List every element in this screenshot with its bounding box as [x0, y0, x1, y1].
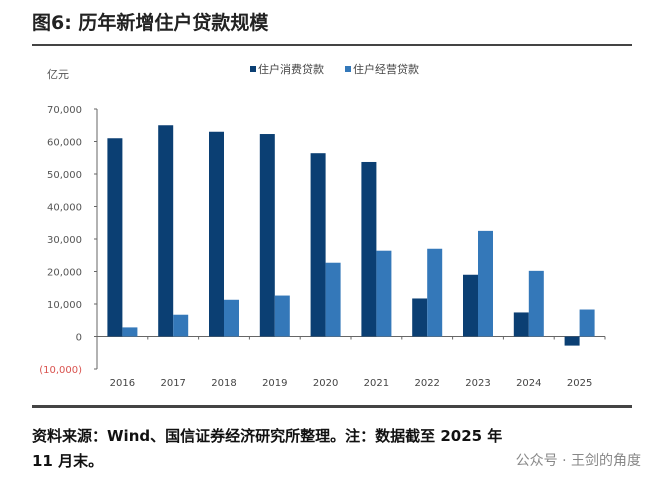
bar-business-loan-2021	[376, 250, 392, 337]
bar-consumer-loan-2024	[513, 312, 529, 337]
legend-label: 住户经营贷款	[353, 62, 419, 76]
y-tick-label: 0	[76, 333, 82, 344]
y-tick-label: 30,000	[47, 235, 82, 246]
legend-label: 住户消费贷款	[258, 62, 324, 76]
y-unit-label: 亿元	[47, 68, 69, 81]
bar-business-loan-2020	[325, 262, 341, 337]
bar-business-loan-2024	[528, 270, 544, 337]
y-tick-label: 60,000	[47, 138, 82, 149]
bar-consumer-loan-2016	[107, 138, 123, 337]
bar-business-loan-2016	[122, 327, 138, 337]
bar-business-loan-2019	[274, 295, 290, 337]
x-tick-label: 2020	[313, 378, 338, 389]
bar-chart: 亿元 70,000 60,000 50,000 40,000 30,000 20,000 10…	[39, 62, 606, 389]
source-note: 资料来源：Wind、国信证券经济研究所整理。注：数据截至 2025 年	[32, 427, 503, 445]
x-tick-label: 2021	[364, 378, 389, 389]
legend-swatch	[250, 66, 256, 72]
bar-consumer-loan-2021	[361, 161, 377, 337]
x-tick-label: 2024	[516, 378, 541, 389]
bar-business-loan-2018	[224, 299, 239, 337]
y-tick-label: 70,000	[47, 105, 82, 116]
bar-consumer-loan-2022	[412, 298, 428, 337]
y-tick-label: (10,000)	[39, 365, 82, 376]
x-tick-label: 2016	[110, 378, 135, 389]
y-tick-label: 20,000	[47, 268, 82, 279]
bar-consumer-loan-2020	[310, 153, 326, 337]
bar-business-loan-2017	[173, 314, 189, 337]
bar-consumer-loan-2019	[259, 134, 275, 337]
bar-consumer-loan-2025	[564, 336, 580, 346]
bar-consumer-loan-2017	[158, 125, 174, 337]
footer-rule	[32, 405, 632, 408]
y-tick-label: 10,000	[47, 300, 82, 311]
x-tick-label: 2017	[160, 378, 185, 389]
x-tick-label: 2022	[414, 378, 439, 389]
bar-business-loan-2022	[427, 248, 443, 337]
figure-title: 图6: 历年新增住户贷款规模	[32, 12, 269, 34]
bar-business-loan-2025	[579, 309, 595, 337]
legend-swatch	[345, 66, 351, 72]
watermark: 公众号 · 王剑的角度	[515, 453, 641, 469]
x-tick-label: 2019	[262, 378, 287, 389]
source-note-2: 11 月末。	[32, 452, 104, 470]
bar-business-loan-2023	[478, 230, 493, 337]
x-tick-label: 2025	[567, 378, 592, 389]
y-tick-label: 50,000	[47, 170, 82, 181]
title-rule	[32, 44, 632, 46]
bar-consumer-loan-2018	[209, 131, 224, 337]
x-tick-label: 2023	[465, 378, 490, 389]
bar-consumer-loan-2023	[463, 274, 478, 337]
x-tick-label: 2018	[211, 378, 236, 389]
y-tick-label: 40,000	[47, 203, 82, 214]
